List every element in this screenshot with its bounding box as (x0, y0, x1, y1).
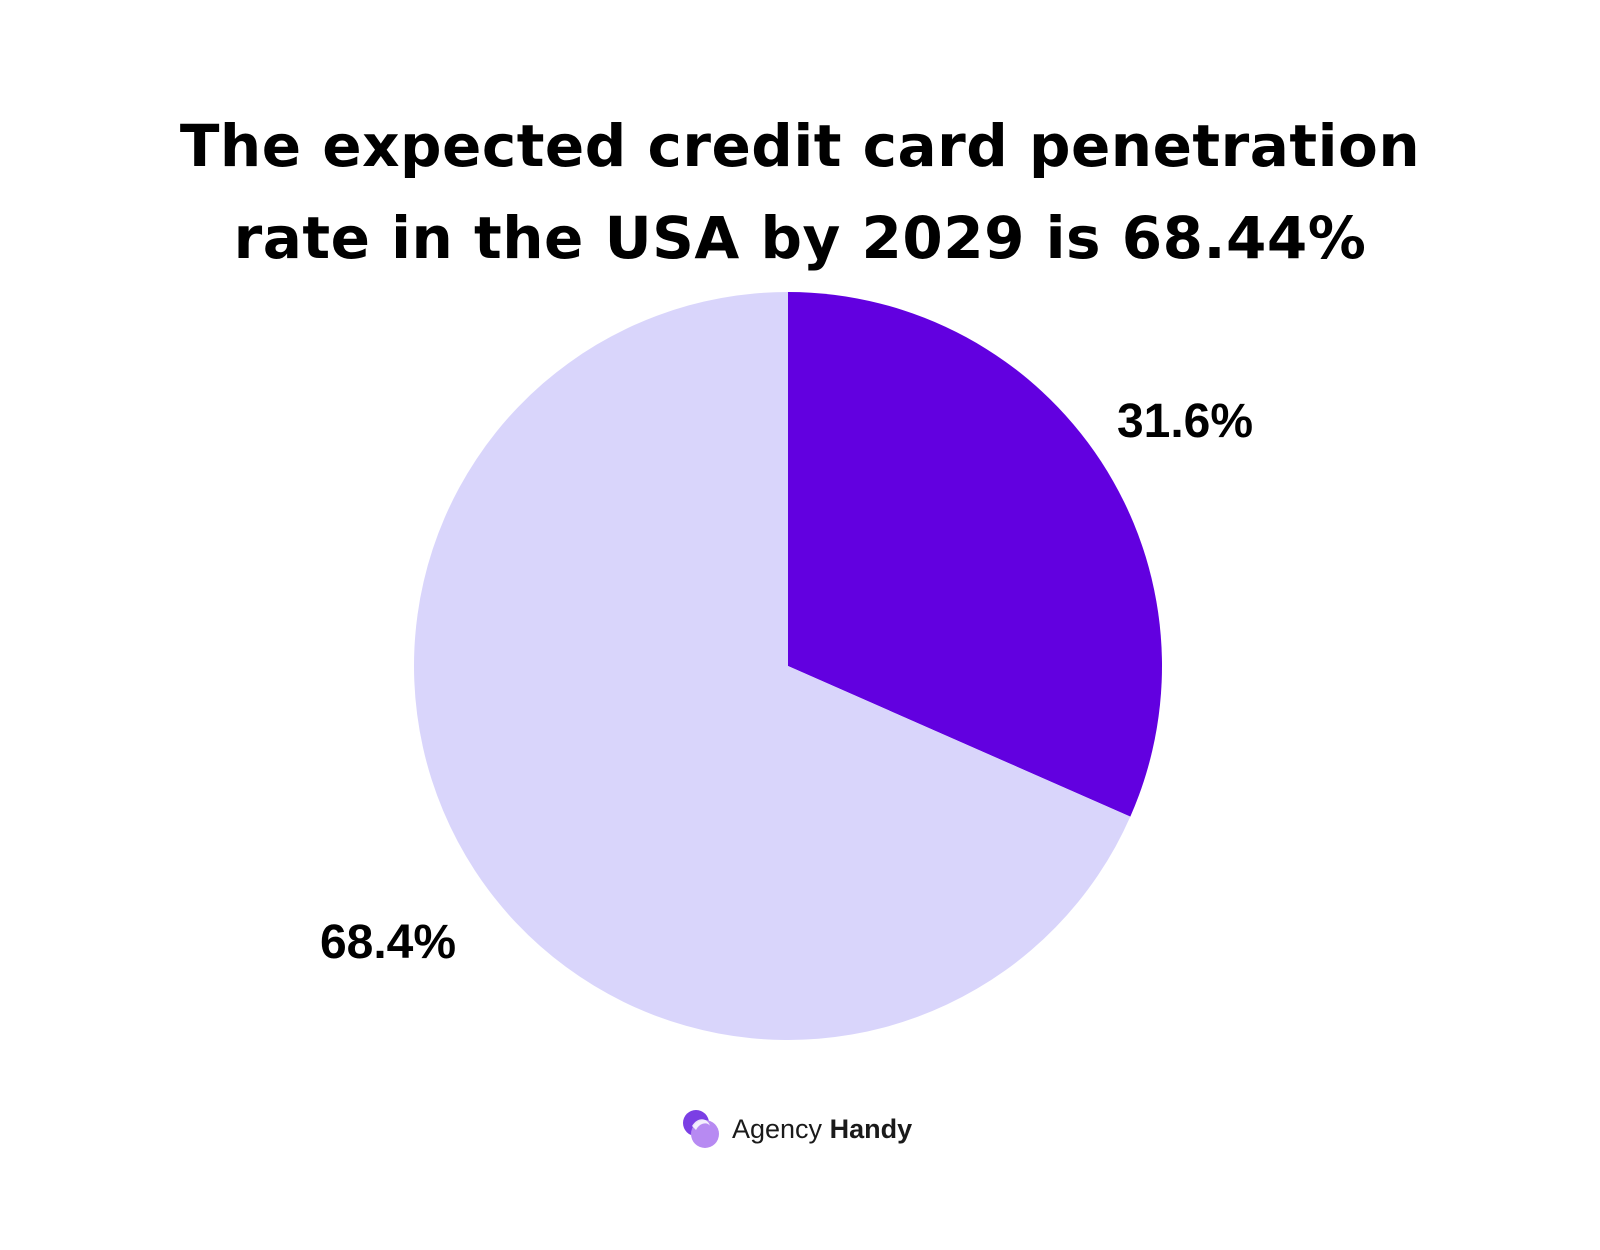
brand-name-light: Agency (732, 1113, 823, 1144)
pie-slices (413, 292, 1162, 1040)
brand-footer: Agency Handy (678, 1105, 912, 1153)
pie-slice-label-1: 31.6% (1117, 395, 1253, 448)
pie-labels: 31.6% 68.4% (320, 395, 1253, 969)
chart-title-line-1: The expected credit card penetration (179, 112, 1421, 180)
pie-slice-2 (413, 292, 1131, 1040)
brand-name: Agency Handy (732, 1114, 912, 1145)
brand-name-bold: Handy (829, 1113, 913, 1144)
pie-slice-1 (788, 292, 1162, 817)
chart-title-line-2: rate in the USA by 2029 is 68.44% (233, 204, 1367, 272)
agency-handy-logo-icon (683, 1110, 719, 1148)
chart-title: The expected credit card penetration rat… (0, 100, 1600, 284)
pie-slice-label-2: 68.4% (320, 916, 456, 969)
